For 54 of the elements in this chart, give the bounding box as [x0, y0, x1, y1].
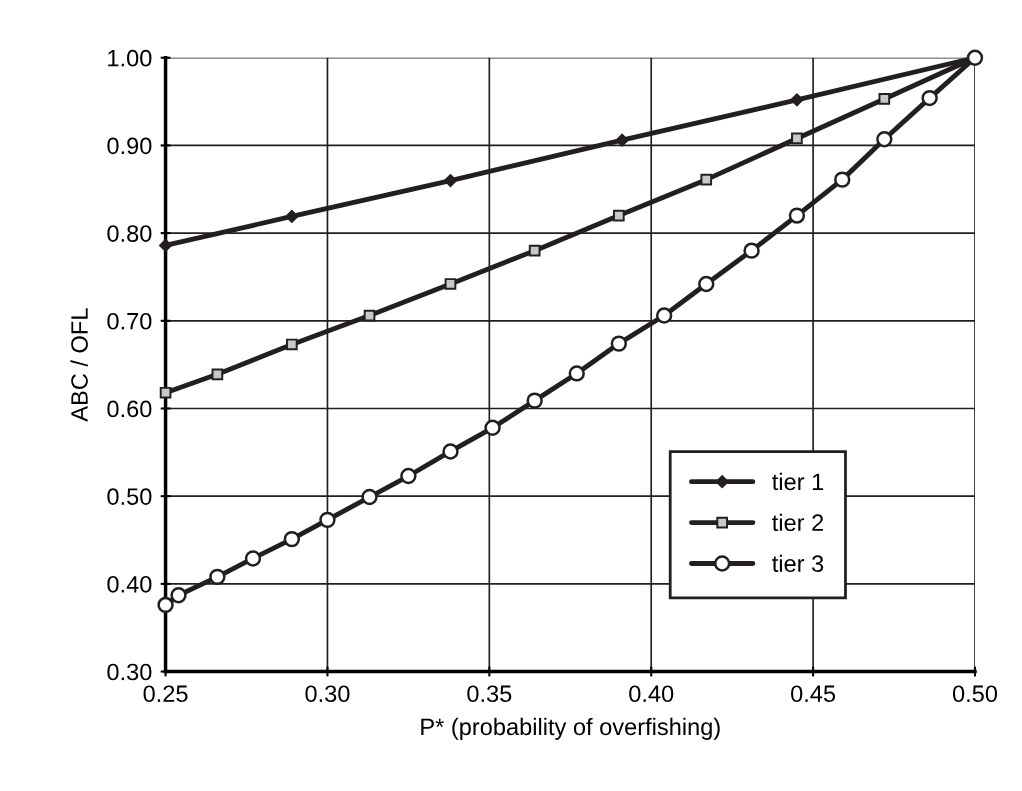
- point: [443, 173, 458, 188]
- point: [400, 467, 417, 485]
- point: [700, 173, 713, 186]
- x-tick-label: 0.40: [629, 685, 674, 703]
- x-tick-label: 0.30: [305, 685, 350, 703]
- y-tick-label: 0.30: [107, 663, 152, 681]
- y-tick-label: 0.60: [107, 400, 152, 418]
- point: [484, 419, 501, 436]
- x-tick-label: 0.35: [467, 685, 512, 703]
- point: [244, 550, 262, 567]
- point: [655, 307, 673, 324]
- legend-label: tier 1: [772, 472, 824, 491]
- x-tick-label: 0.25: [143, 685, 188, 703]
- point: [319, 511, 336, 529]
- y-tick-label: 0.70: [107, 312, 152, 330]
- x-tick-label: 0.45: [791, 685, 836, 703]
- point: [526, 392, 543, 409]
- point: [283, 530, 301, 548]
- point: [159, 386, 172, 399]
- point: [157, 596, 174, 614]
- y-axis-title: ABC / OFL: [70, 308, 88, 422]
- point: [788, 207, 806, 224]
- point: [286, 338, 298, 351]
- point: [791, 132, 803, 145]
- point: [211, 368, 224, 381]
- point: [442, 443, 459, 460]
- y-tick-label: 0.40: [107, 575, 152, 593]
- point: [285, 209, 299, 224]
- point: [610, 335, 628, 352]
- point: [613, 209, 625, 222]
- point: [878, 93, 891, 105]
- point: [444, 278, 457, 290]
- y-tick-label: 1.00: [108, 49, 152, 67]
- point: [568, 365, 585, 382]
- point: [615, 133, 629, 147]
- point: [361, 488, 378, 506]
- x-axis-title: P* (probability of overfishing): [421, 717, 720, 740]
- point: [698, 275, 715, 293]
- point: [158, 238, 173, 252]
- legend-label: tier 2: [772, 513, 824, 532]
- point: [876, 131, 893, 148]
- point: [363, 309, 376, 322]
- point: [170, 587, 187, 604]
- point: [209, 568, 226, 586]
- y-tick-label: 0.90: [107, 137, 152, 155]
- legend-label: tier 3: [772, 554, 824, 572]
- point: [743, 242, 760, 259]
- x-tick-label: 0.50: [952, 685, 998, 703]
- y-tick-label: 0.80: [107, 225, 152, 242]
- point: [790, 93, 804, 107]
- point: [528, 244, 541, 257]
- point: [834, 171, 851, 188]
- point: [921, 89, 938, 107]
- y-tick-label: 0.50: [107, 488, 152, 505]
